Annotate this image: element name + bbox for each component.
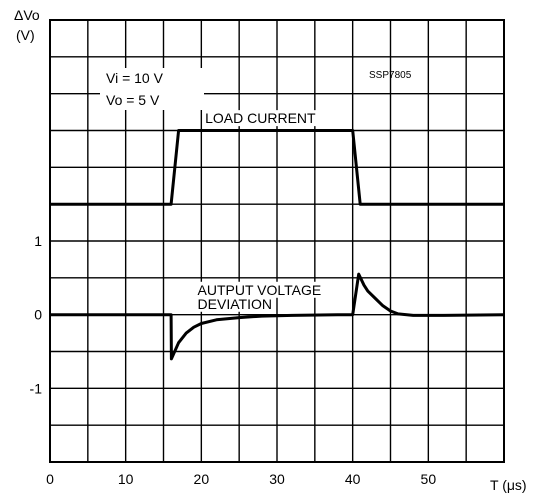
conditions-box-bg (100, 68, 204, 110)
x-tick-label: 10 (118, 471, 134, 487)
series-lines (50, 129, 505, 361)
plot-border (49, 19, 505, 463)
x-tick-label: 30 (269, 471, 285, 487)
series-line-load-current (50, 129, 504, 206)
annotation-background (203, 110, 319, 127)
y-axis-label-line-1: ΔVo (14, 7, 40, 23)
condition-vi: Vi = 10 V (106, 70, 164, 86)
y-tick-label: 1 (34, 233, 42, 249)
annotation-background (195, 295, 274, 312)
part-number: SSP7805 (369, 70, 412, 81)
series-annotation: DEVIATION (198, 296, 272, 312)
annotation-background (195, 281, 324, 298)
x-tick-label: 40 (345, 471, 361, 487)
chart-labels: ΔVo (V) T (μs) SSP7805 Vi = 10 V Vo = 5 … (14, 7, 527, 493)
x-tick-label: 50 (421, 471, 437, 487)
x-tick-label: 0 (46, 471, 54, 487)
y-tick-label: 0 (34, 307, 42, 323)
condition-vo: Vo = 5 V (106, 92, 160, 108)
series-annotation: LOAD CURRENT (205, 110, 316, 126)
series-line-output-voltage-deviation (50, 272, 505, 361)
x-axis-label: T (μs) (490, 477, 527, 493)
y-tick-label: -1 (30, 380, 43, 396)
x-tick-label: 20 (194, 471, 210, 487)
series-annotation: AUTPUT VOLTAGE (198, 282, 322, 298)
y-axis-label-line-2: (V) (16, 27, 35, 43)
plot-frame (49, 19, 505, 463)
